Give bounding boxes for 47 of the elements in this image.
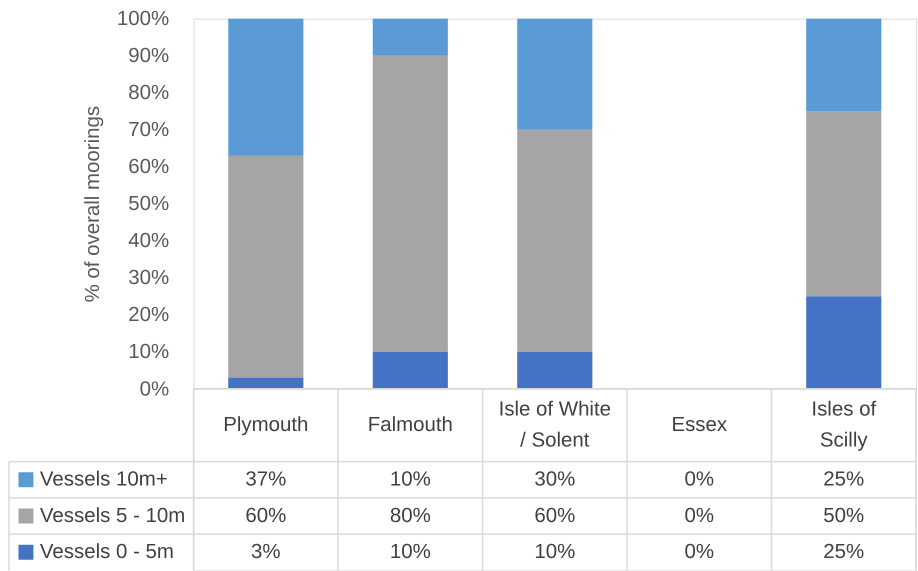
- data-label: 37%: [245, 468, 286, 491]
- x-tick-label: Plymouth: [223, 413, 308, 436]
- y-tick-label: 0%: [140, 377, 170, 400]
- y-axis-title: % of overall moorings: [80, 106, 104, 302]
- bar: [806, 111, 882, 296]
- y-tick-label: 40%: [128, 229, 170, 252]
- y-tick-label: 30%: [128, 266, 170, 290]
- bar: [228, 378, 304, 389]
- x-tick-label: Falmouth: [368, 413, 453, 436]
- x-tick-label: Isle of White / Solent: [498, 398, 612, 452]
- bar: [517, 130, 592, 352]
- data-label: 60%: [534, 504, 576, 527]
- data-label: 10%: [390, 540, 431, 564]
- data-label: 30%: [534, 468, 576, 491]
- bar: [517, 352, 592, 389]
- y-tick-label: 20%: [128, 303, 170, 326]
- data-label: 80%: [390, 504, 431, 527]
- y-tick-label: 100%: [116, 7, 170, 30]
- bar: [372, 18, 448, 56]
- x-tick-label: Essex: [671, 413, 728, 436]
- bar: [806, 296, 882, 389]
- data-label: 10%: [390, 468, 431, 491]
- y-tick-label: 50%: [128, 192, 170, 216]
- data-label: 3%: [251, 540, 281, 564]
- bar: [228, 156, 304, 378]
- y-tick-label: 70%: [128, 118, 170, 142]
- legend-label: Vessels 10m+: [40, 468, 168, 491]
- data-label: 50%: [823, 504, 864, 527]
- y-tick-label: 80%: [128, 81, 170, 104]
- data-label: 25%: [823, 540, 864, 564]
- legend-label: Vessels 0 - 5m: [40, 540, 174, 564]
- data-label: 60%: [245, 504, 286, 527]
- legend-label: Vessels 5 - 10m: [40, 504, 186, 527]
- data-label: 0%: [684, 468, 714, 491]
- data-label: 0%: [684, 540, 714, 564]
- x-tick-label: Isles of Scilly: [811, 398, 876, 452]
- y-tick-label: 10%: [128, 340, 170, 364]
- bar: [228, 18, 304, 156]
- data-label: 0%: [684, 504, 714, 527]
- bar: [517, 18, 592, 130]
- data-label: 25%: [823, 468, 864, 491]
- y-tick-label: 90%: [128, 44, 170, 68]
- y-tick-label: 60%: [128, 155, 170, 178]
- data-label: 10%: [534, 540, 576, 564]
- bar: [372, 352, 448, 389]
- bar: [806, 18, 882, 112]
- bar: [372, 56, 448, 352]
